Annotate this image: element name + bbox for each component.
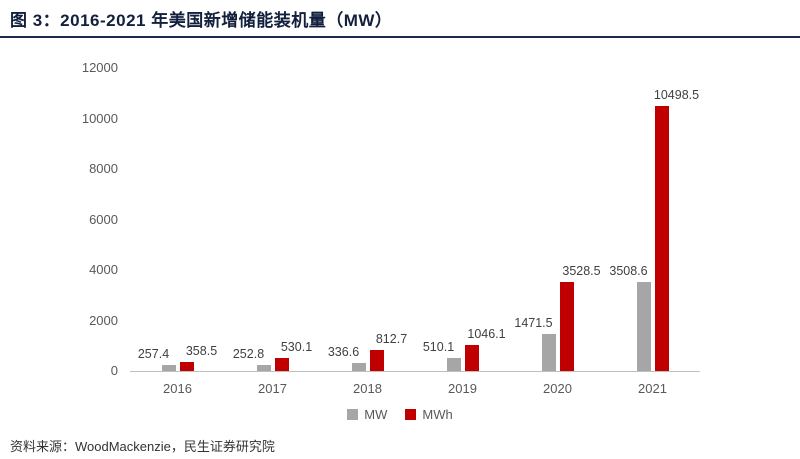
bar-mwh-2017 — [274, 357, 289, 371]
legend-item-mwh: MWh — [405, 406, 453, 422]
y-axis-tick-label: 10000 — [81, 110, 118, 126]
y-axis-tick-label: 0 — [110, 363, 118, 378]
x-axis-line — [130, 371, 700, 372]
legend-label: MW — [364, 406, 388, 422]
y-axis-tick-label: 4000 — [89, 262, 118, 277]
bar-mw-2017 — [256, 364, 271, 371]
bar-mwh-2020 — [559, 281, 574, 371]
y-axis-tick-label: 8000 — [89, 161, 118, 176]
bar-mw-2018 — [351, 362, 366, 371]
value-label-mwh-2021: 10498.5 — [653, 87, 700, 102]
bar-mwh-2019 — [464, 344, 479, 371]
x-axis-category-label: 2021 — [638, 381, 667, 396]
bar-mw-2020 — [541, 333, 556, 371]
x-axis-category-label: 2020 — [543, 381, 572, 396]
value-label-mwh-2020: 3528.5 — [562, 263, 601, 278]
value-label-mw-2016: 257.4 — [137, 346, 170, 361]
source-footer: 资料来源：WoodMackenzie，民生证券研究院 — [0, 431, 800, 459]
legend-label: MWh — [422, 406, 453, 422]
figure-header: 图 3：2016-2021 年美国新增储能装机量（MW） — [0, 0, 800, 38]
source-text: 资料来源：WoodMackenzie，民生证券研究院 — [10, 438, 275, 454]
value-label-mw-2019: 510.1 — [422, 340, 455, 355]
value-label-mwh-2016: 358.5 — [185, 343, 218, 358]
bar-mwh-2021 — [654, 105, 669, 371]
bar-mwh-2016 — [179, 361, 194, 371]
bar-mw-2019 — [446, 358, 461, 371]
figure-title: 图 3：2016-2021 年美国新增储能装机量（MW） — [10, 10, 393, 30]
x-axis-category-label: 2019 — [448, 381, 477, 396]
x-axis-category-label: 2016 — [163, 381, 192, 396]
legend-swatch-mwh — [405, 408, 417, 420]
bar-mw-2016 — [161, 364, 176, 371]
value-label-mw-2020: 1471.5 — [514, 315, 553, 330]
bar-mw-2021 — [636, 282, 651, 371]
value-label-mwh-2017: 530.1 — [280, 339, 313, 354]
bar-mwh-2018 — [369, 350, 384, 371]
y-axis-tick-label: 12000 — [81, 60, 118, 75]
value-label-mwh-2019: 1046.1 — [467, 326, 506, 341]
y-axis-tick-label: 2000 — [89, 312, 118, 328]
x-axis-category-label: 2018 — [353, 381, 382, 396]
plot-area: 0 2000 4000 6000 8000 10000 12000 2016 257.4 358.… — [0, 48, 800, 398]
y-axis-tick-label: 6000 — [89, 211, 118, 227]
value-label-mw-2017: 252.8 — [232, 346, 265, 361]
legend-item-mw: MW — [347, 407, 387, 422]
bar-chart: 0 2000 4000 6000 8000 10000 12000 2016 257.4 358.… — [0, 48, 800, 398]
value-label-mw-2018: 336.6 — [327, 344, 360, 359]
legend-swatch-mw — [347, 408, 359, 420]
value-label-mwh-2018: 812.7 — [375, 332, 408, 347]
chart-legend: MW MWh — [0, 403, 800, 425]
x-axis-category-label: 2017 — [258, 381, 287, 396]
value-label-mw-2021: 3508.6 — [609, 264, 648, 279]
